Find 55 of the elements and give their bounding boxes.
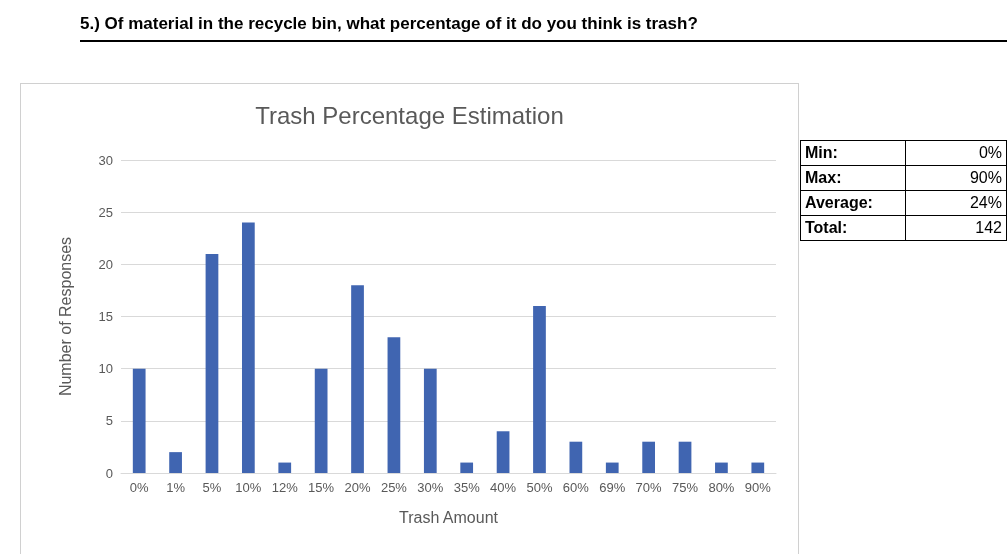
bar (751, 462, 765, 473)
y-tick-label: 5 (105, 413, 113, 429)
bar (605, 462, 619, 473)
y-tick-label: 0 (105, 465, 113, 481)
bar (642, 441, 656, 473)
bar (351, 285, 364, 473)
x-tick-label: 50% (526, 480, 553, 495)
bar (314, 368, 328, 473)
chart-subtitle: 5.) Of material in the recycle bin, what percentage of it do you think is trash? (80, 14, 1007, 42)
bar (496, 431, 510, 473)
y-tick-label: 30 (98, 152, 113, 168)
y-tick-label: 25 (98, 204, 113, 220)
bar (678, 441, 692, 473)
x-tick-label: 1% (166, 480, 186, 495)
text: 24% (905, 190, 1007, 216)
x-tick-label: 30% (417, 480, 444, 495)
y-tick-label: 20 (98, 256, 113, 272)
x-tick-label: 12% (271, 480, 299, 495)
bar (569, 441, 583, 473)
bar (423, 368, 437, 473)
text: Average: (800, 190, 906, 216)
x-tick-label: 60% (562, 480, 590, 495)
bar (132, 368, 146, 473)
x-tick-label: 40% (490, 480, 517, 495)
y-axis-title: Number of Responses (56, 236, 74, 397)
text: Min: (800, 140, 906, 166)
text: 90% (905, 165, 1007, 191)
y-tick-label: 10 (98, 361, 113, 377)
bar (387, 337, 401, 473)
x-tick-label: 90% (744, 480, 772, 495)
x-tick-label: 69% (599, 480, 626, 495)
x-axis-title: Trash Amount (398, 508, 499, 526)
bar (169, 452, 182, 473)
text: 142 (905, 215, 1007, 241)
bar (278, 462, 292, 473)
bar (241, 222, 255, 473)
x-tick-label: 25% (380, 480, 408, 495)
chart-title: Trash Percentage Estimation (255, 101, 564, 129)
bar (533, 306, 546, 473)
text: Total: (800, 215, 906, 241)
x-tick-label: 10% (235, 480, 262, 495)
x-tick-label: 70% (635, 480, 663, 495)
x-tick-label: 20% (344, 480, 371, 495)
x-tick-label: 5% (202, 480, 222, 495)
x-tick-label: 35% (453, 480, 481, 495)
x-tick-label: 75% (672, 480, 699, 495)
x-tick-label: 80% (708, 480, 735, 495)
y-tick-label: 15 (98, 309, 113, 324)
text: Max: (800, 165, 906, 191)
bar (460, 462, 474, 473)
text: 0% (905, 140, 1007, 166)
x-tick-label: 15% (308, 480, 335, 495)
bar (205, 253, 219, 473)
x-tick-label: 0% (129, 480, 150, 495)
bar (715, 462, 728, 473)
